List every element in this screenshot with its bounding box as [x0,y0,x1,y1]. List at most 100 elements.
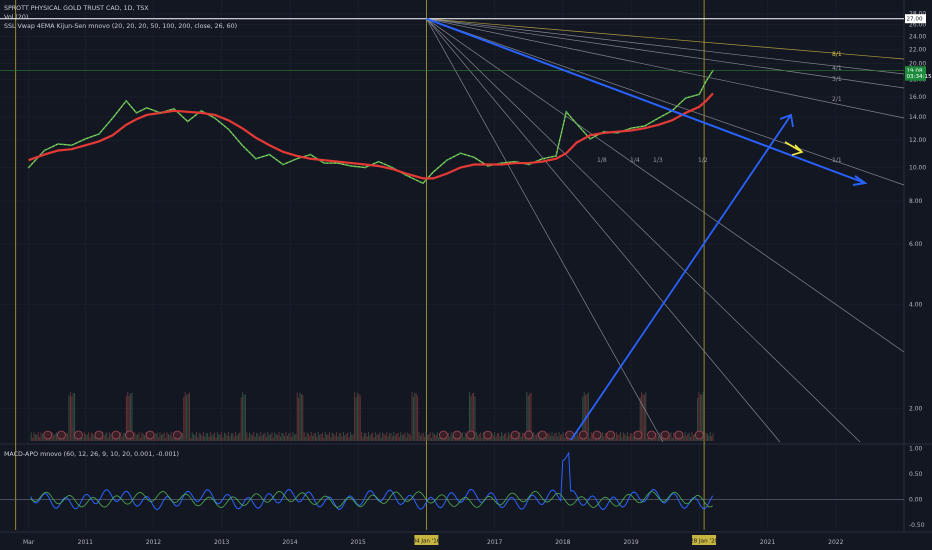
dividend-marker [94,430,104,440]
volume-bar [202,432,204,441]
gann-label: 3/1 [832,76,842,83]
volume-bar [345,433,347,441]
price-point [268,153,271,156]
volume-bar [370,433,372,441]
volume-bar [592,434,594,441]
dividend-marker [439,430,448,440]
volume-bar [268,434,270,441]
volume-bar [243,394,245,441]
volume-bar [131,392,133,441]
volume-bar [690,436,692,441]
dividend-marker [172,430,182,440]
volume-bar [88,432,90,441]
volume-bar [337,436,339,441]
volume-bar [67,433,69,441]
dividend-marker [633,430,643,440]
volume-bar [564,437,566,441]
volume-bar [208,436,210,441]
volume-bar [422,432,424,441]
volume-bar [331,432,333,441]
volume-bar [64,437,66,441]
volume-bar [582,396,584,441]
volume-bar [432,432,434,441]
x-tick-label: 2021 [760,539,775,546]
volume-bar [288,433,290,441]
volume-bar [520,436,522,441]
price-point [295,157,298,160]
dividend-markers [43,430,704,440]
volume-bar [550,435,552,441]
volume-bar [121,436,123,441]
volume-bar [320,433,322,441]
volume-bar [391,436,393,441]
volume-bar [120,432,122,441]
volume-legend: Vol (20) [4,14,28,21]
volume-bar [366,436,368,441]
price-point [43,149,46,152]
price-label-box [905,66,926,76]
volume-bar [85,434,87,441]
volume-bar [324,432,326,441]
volume-bar [698,392,700,441]
volume-bar [387,436,389,441]
volume-bar [312,436,314,441]
volume-bar [629,433,631,441]
volume-bar [326,434,328,441]
price-point [57,143,59,145]
gann-fan-line [426,18,905,353]
volume-bar [352,434,354,441]
price-point [70,144,73,147]
volume-bar [492,435,494,441]
volume-bar [536,434,538,441]
volume-bar [480,432,482,441]
volume-bar [193,434,195,441]
volume-bar [124,433,126,441]
volume-bar [155,433,157,441]
volume-bar [342,432,344,441]
volume-bar [471,393,473,441]
volume-bar [141,432,143,441]
volume-bar [642,394,644,441]
volume-bar [711,436,713,441]
volume-bar [545,436,547,441]
volume-bar [704,437,706,441]
volume-bar [75,436,77,441]
volume-bar [552,435,554,441]
ssl-legend: SSL Vwap 4EMA Kijun-Sen mnovo (20, 20, 2… [4,23,237,30]
volume-bar [139,437,141,441]
volume-bar [529,393,531,441]
volume-bar [628,436,630,441]
gann-fan-line [426,18,861,443]
price-point [282,163,285,166]
price-series [27,69,714,185]
volume-bar [216,432,218,441]
volume-bar [384,435,386,441]
price-point [254,157,257,160]
volume-bar [606,433,608,441]
dividend-marker [524,430,534,440]
price-point [657,117,660,120]
x-tick-label: 2018 [555,539,570,546]
volume-bar [195,432,197,441]
volume-bar [265,437,267,441]
gann-label: 2/1 [832,96,842,103]
volume-bar [123,432,125,441]
volume-bar [188,392,190,441]
macd-y-tick-label: 0.50 [909,471,923,478]
volume-bar [223,432,225,441]
yellow-arrow [784,141,803,153]
volume-bar [240,397,242,441]
volume-bar [229,436,231,441]
volume-bar [271,432,273,441]
volume-bar [160,434,162,441]
volume-bar [555,432,557,441]
price-point [589,138,592,140]
volume-bar [600,435,602,441]
volume-bar [429,432,431,441]
volume-bar [34,434,36,441]
gann-fan-line [426,18,905,75]
volume-bar [222,437,224,441]
volume-bar [495,436,497,441]
volume-bar [372,432,374,441]
